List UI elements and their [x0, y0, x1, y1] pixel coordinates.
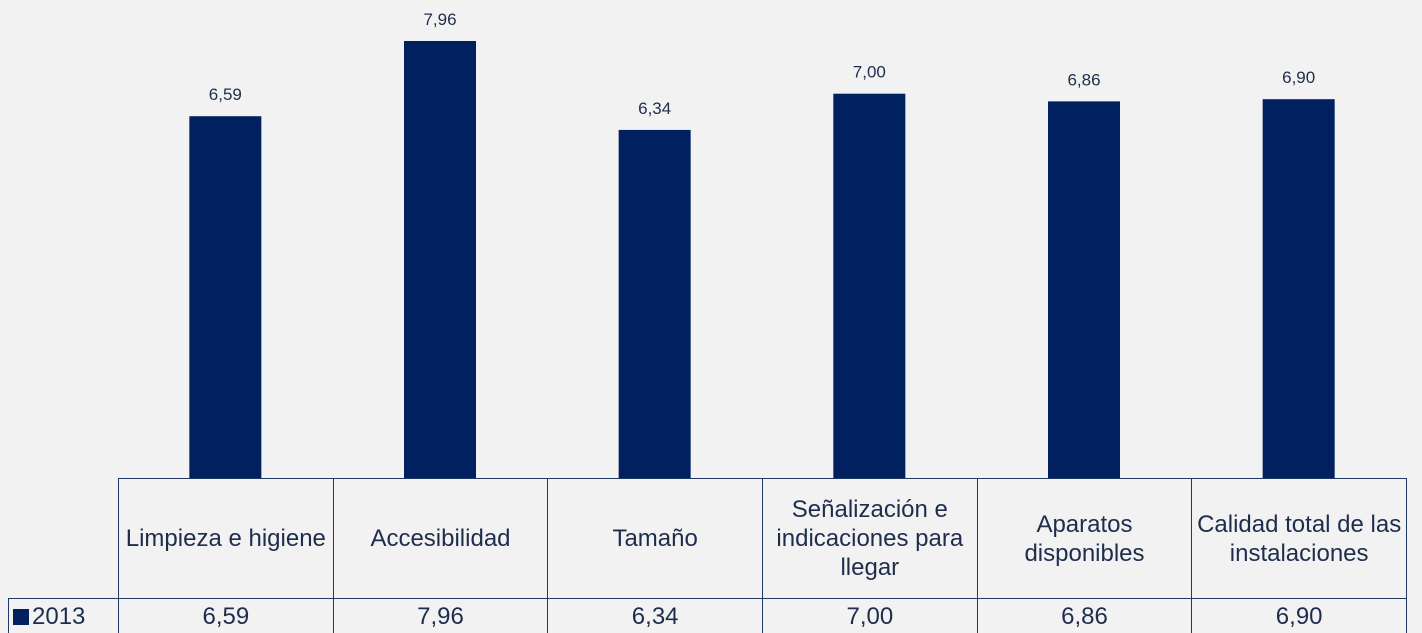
legend-swatch: [13, 608, 29, 625]
data-label: 6,59: [209, 85, 242, 104]
table-value: 7,00: [762, 598, 978, 633]
bar: [1048, 101, 1120, 478]
table-value: 6,90: [1191, 598, 1407, 633]
category-label: Aparatos disponibles: [976, 478, 1193, 599]
bar: [189, 116, 262, 478]
category-label: Accesibilidad: [332, 478, 549, 599]
legend-label: 2013: [32, 603, 86, 630]
table-value: 7,96: [332, 598, 549, 633]
data-label: 6,34: [638, 99, 671, 118]
bar: [404, 41, 476, 478]
bar: [833, 93, 906, 478]
data-label: 7,96: [423, 10, 456, 29]
table-value: 6,34: [547, 598, 763, 633]
category-label: Limpieza e higiene: [118, 478, 334, 599]
table-value: 6,86: [976, 598, 1193, 633]
category-label: Tamaño: [547, 478, 763, 599]
data-label: 7,00: [853, 63, 886, 82]
bar: [618, 129, 691, 478]
legend-cell: 2013: [8, 598, 119, 633]
data-label: 6,90: [1282, 68, 1315, 87]
category-label: Calidad total de las instalaciones: [1191, 478, 1407, 599]
table-value: 6,59: [118, 598, 334, 633]
data-label: 6,86: [1067, 70, 1100, 89]
category-label: Señalización e indicaciones para llegar: [762, 478, 978, 599]
bar: [1262, 99, 1335, 478]
